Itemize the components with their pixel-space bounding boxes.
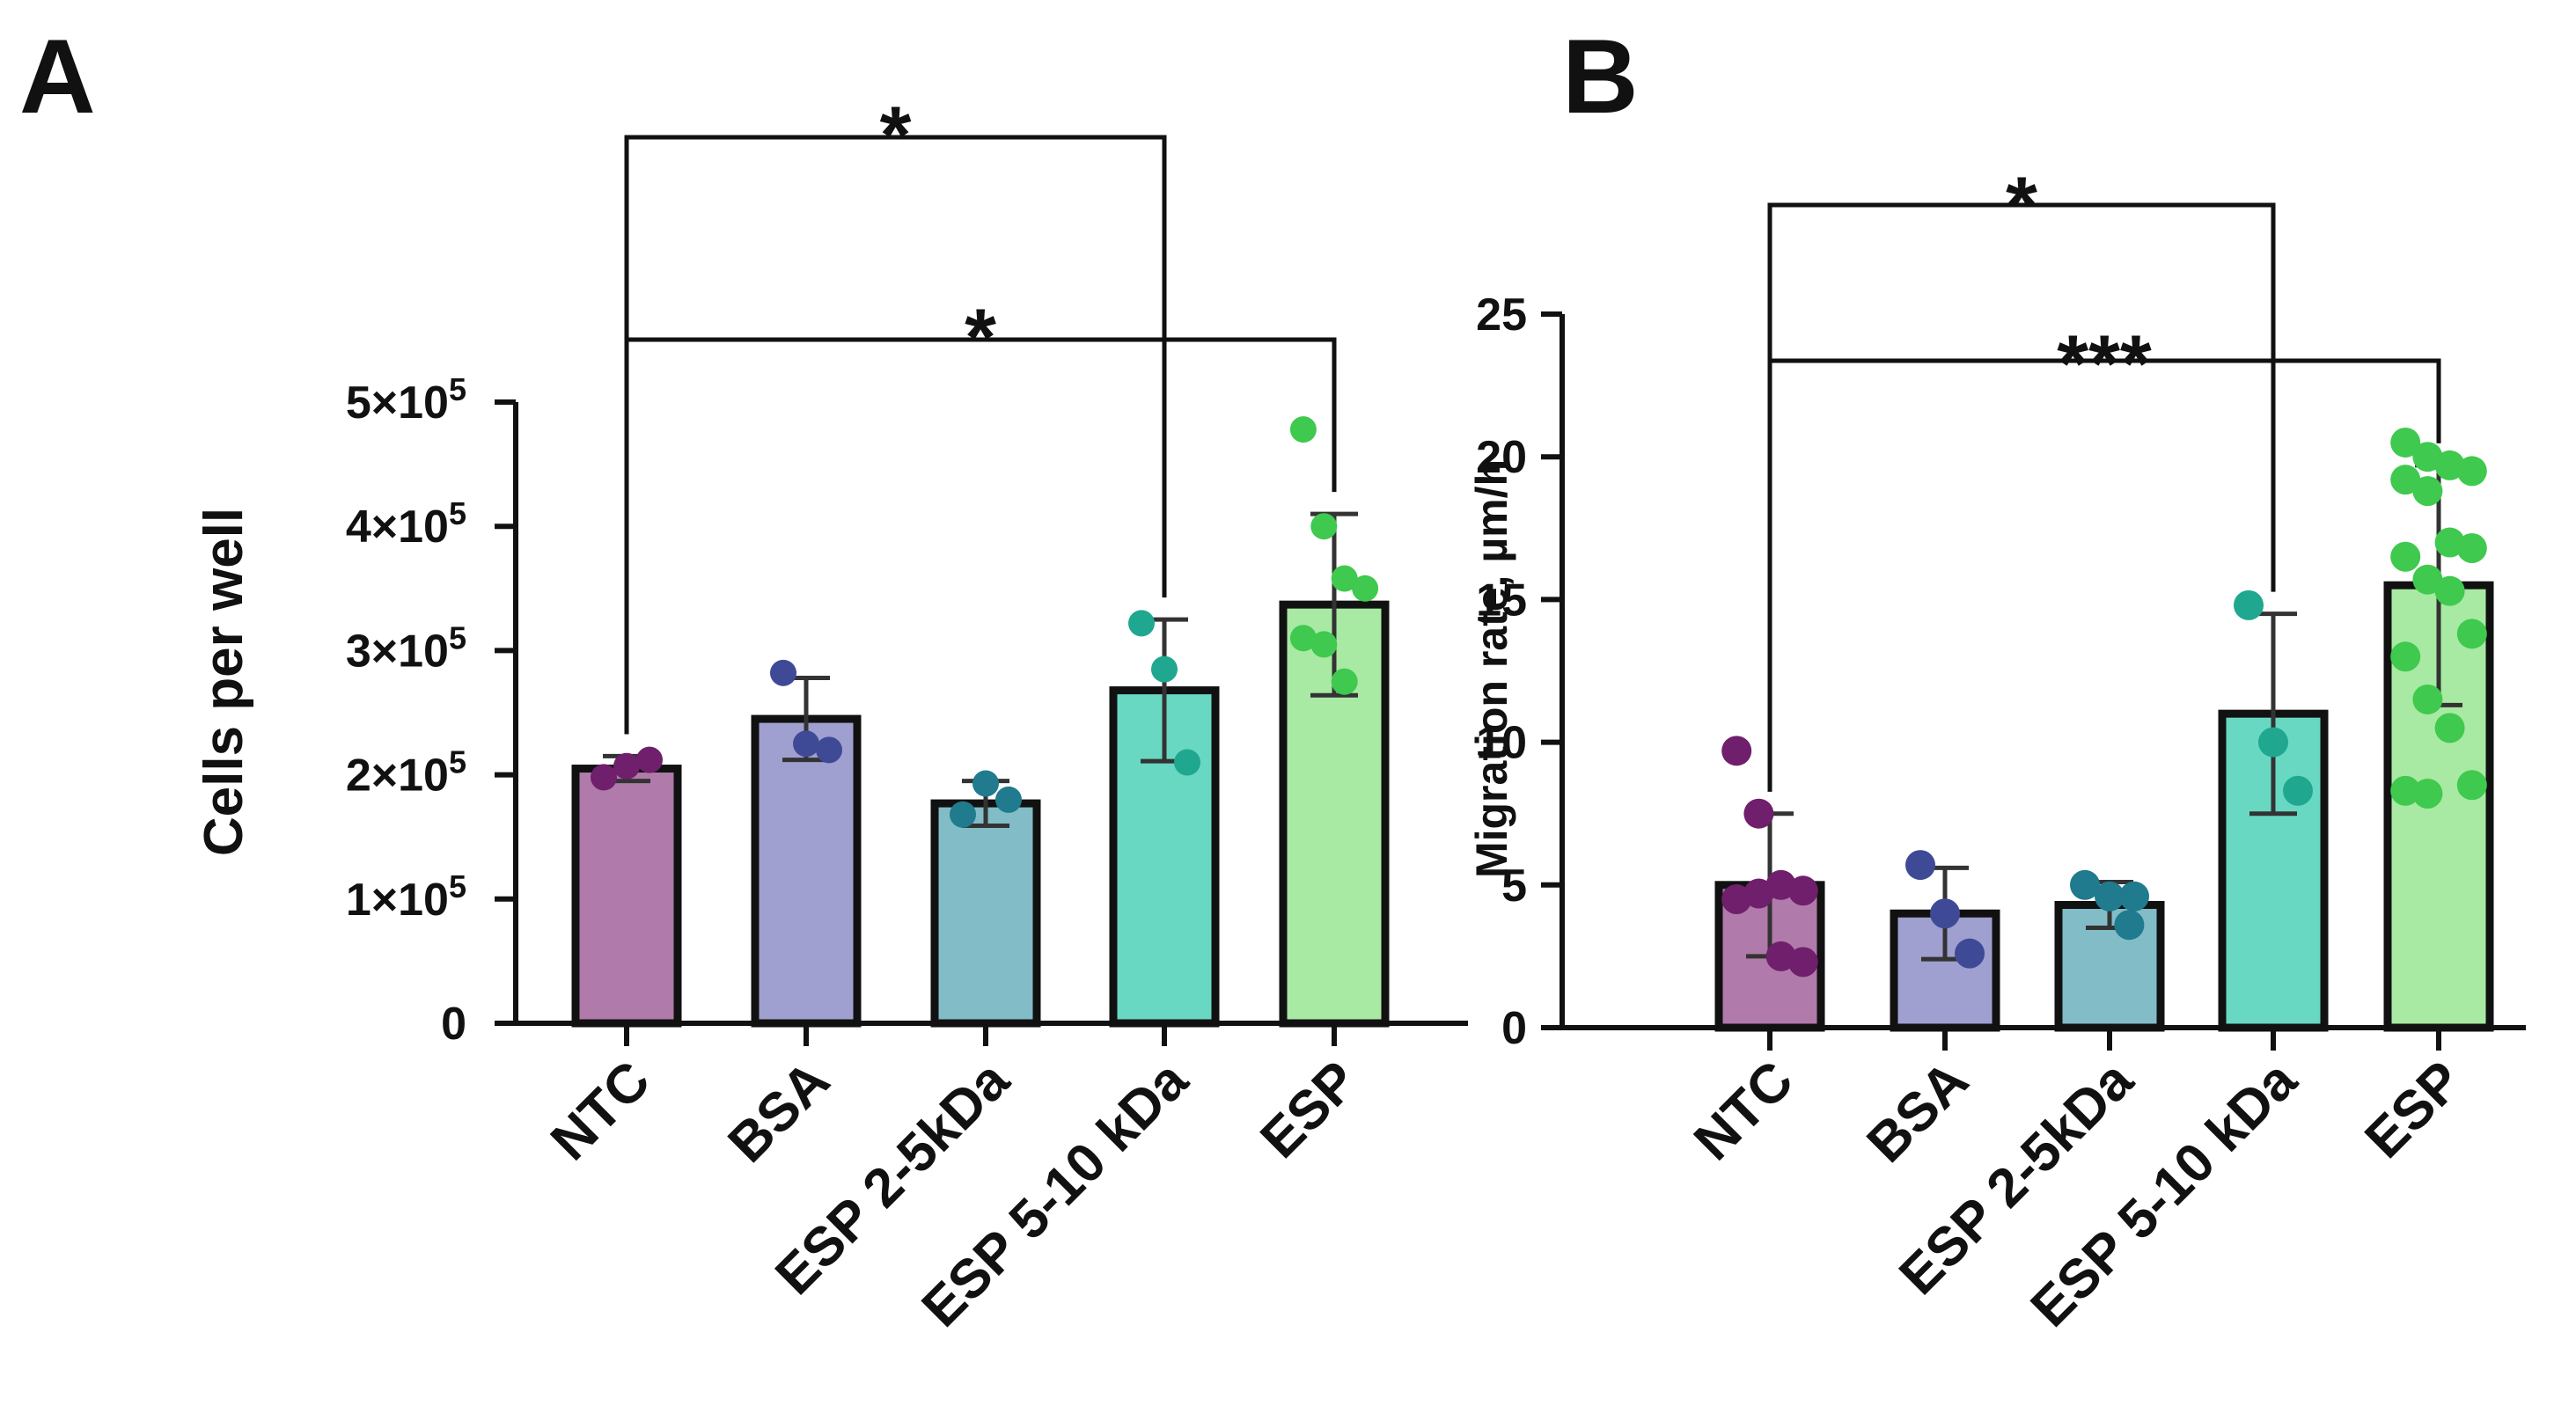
panel-b-data-point [1721,736,1752,766]
panel-b-significance-brackets: **** [1767,161,2441,792]
panel-b-data-point [2456,619,2487,649]
panel-b-y-ticks: 0 5 10 15 20 25 [1476,289,1562,1054]
panel-b-y-tick-label: 5 [1501,860,1527,912]
panel-b-data-point [2390,641,2421,672]
panel-b-data-point [2456,770,2487,801]
panel-b-data-point [2412,684,2443,714]
panel-b-data-point [1955,938,1985,969]
panel-b-data-point [2234,589,2264,620]
panel-a-chart: A Cells per well 0 1×105 2×105 3×105 4×105 5×… [19,18,1468,1338]
panel-b-y-tick-label: 25 [1476,289,1527,341]
panel-a-y-tick-label: 1×105 [346,868,466,926]
panel-a-bar-2 [751,714,862,1028]
panel-a-y-tick-label: 3×105 [346,619,466,677]
panel-a-data-point [591,764,617,791]
panel-a-data-point [1289,416,1317,443]
panel-b-significance-bracket [1767,202,2276,792]
panel-b-data-point [2070,869,2100,900]
panel-a-data-point [995,786,1022,813]
panel-b-data-point [1743,878,1774,909]
panel-b-category-label: NTC [1683,1050,1805,1172]
panel-b-data-point [2412,476,2443,507]
panel-a-y-ticks: 0 1×105 2×105 3×105 4×105 5×105 [346,371,516,1050]
panel-b-data-point [2390,465,2421,495]
panel-b-data-point [2258,727,2288,758]
panel-a-data-point [793,730,819,758]
panel-b-category-label: BSA [1856,1050,1980,1174]
panel-a-data-point [1151,655,1178,683]
panel-a-significance-bracket [624,135,1167,735]
panel-b-data-point [2434,575,2465,606]
panel-b-data-point [1743,798,1774,829]
panel-a-bar-3 [930,799,1041,1028]
panel-a-bar-1 [571,765,682,1028]
panel-b-data-point [1905,850,1935,881]
panel-b-axes [1560,314,2526,1051]
panel-b-y-tick-label: 20 [1476,432,1527,483]
panel-a-data-point [1174,749,1200,776]
panel-a-data-point [1331,668,1358,695]
panel-a-points [591,416,1379,828]
panel-b-data-point [2456,533,2487,564]
panel-b-y-axis-label: Migration rate, µm/h [1467,459,1516,878]
panel-a-category-label: BSA [717,1050,841,1174]
panel-b-y-tick-label: 0 [1501,1003,1527,1054]
panel-a-data-point [950,801,976,828]
panel-a-significance-bracket [624,337,1337,735]
panel-b-chart: B Migration rate, µm/h 0 5 10 15 20 25 **** N… [1467,18,2526,1338]
panel-a-data-point [1310,631,1338,658]
panel-b-data-point [1787,875,1818,906]
panel-b-significance-label: * [2006,161,2037,251]
panel-b-y-tick-label: 10 [1476,718,1527,769]
panel-b-data-point [2114,910,2145,941]
panel-b-data-point [2456,456,2487,487]
panel-a-significance-brackets: ** [624,91,1337,735]
panel-a-data-point [1331,565,1358,592]
panel-a-letter: A [19,18,96,135]
panel-b-data-point [2412,564,2443,595]
panel-a-bars [571,600,1390,1028]
panel-a-data-point [816,736,842,764]
panel-b-data-point [2390,541,2421,572]
panel-b-significance-label: *** [2057,319,2152,409]
panel-b-data-point [2390,775,2421,806]
panel-b-data-point [2095,881,2125,912]
panel-b-category-label: ESP [2353,1050,2474,1170]
panel-a-data-point [636,746,663,773]
panel-a-significance-label: * [880,91,912,180]
panel-a-significance-label: * [965,293,996,383]
panel-a-y-axis-label: Cells per well [194,508,254,856]
panel-b-data-point [1930,898,1960,929]
panel-a-y-tick-label: 5×105 [346,371,466,428]
panel-a-data-point [972,770,999,797]
panel-b-data-point [2434,713,2465,743]
panel-a-data-point [613,752,640,780]
panel-b-significance-bracket [1767,358,2441,792]
panel-b-data-point [2412,778,2443,809]
panel-b-letter: B [1562,18,1639,135]
panel-b-data-point [2283,775,2313,806]
panel-b-points [1721,427,2487,978]
panel-b-data-point [2390,427,2421,458]
panel-b-data-point [1787,947,1818,978]
panel-a-data-point [1352,575,1379,602]
panel-a-data-point [1128,610,1155,637]
panel-a-data-point [1310,513,1338,540]
panel-a-y-tick-label: 4×105 [346,495,466,553]
panel-a-y-tick-label: 0 [441,999,466,1050]
panel-a-y-tick-label: 2×105 [346,744,466,802]
panel-a-data-point [1289,625,1317,652]
panel-a-category-label: NTC [539,1050,662,1172]
panel-a-axes [513,402,1468,1046]
panel-b-y-tick-label: 15 [1476,575,1527,626]
panel-a-data-point [770,659,796,686]
panel-b-bars [1714,581,2494,1032]
panel-b-data-point [2119,881,2149,912]
panel-a-category-label: ESP [1249,1050,1369,1170]
